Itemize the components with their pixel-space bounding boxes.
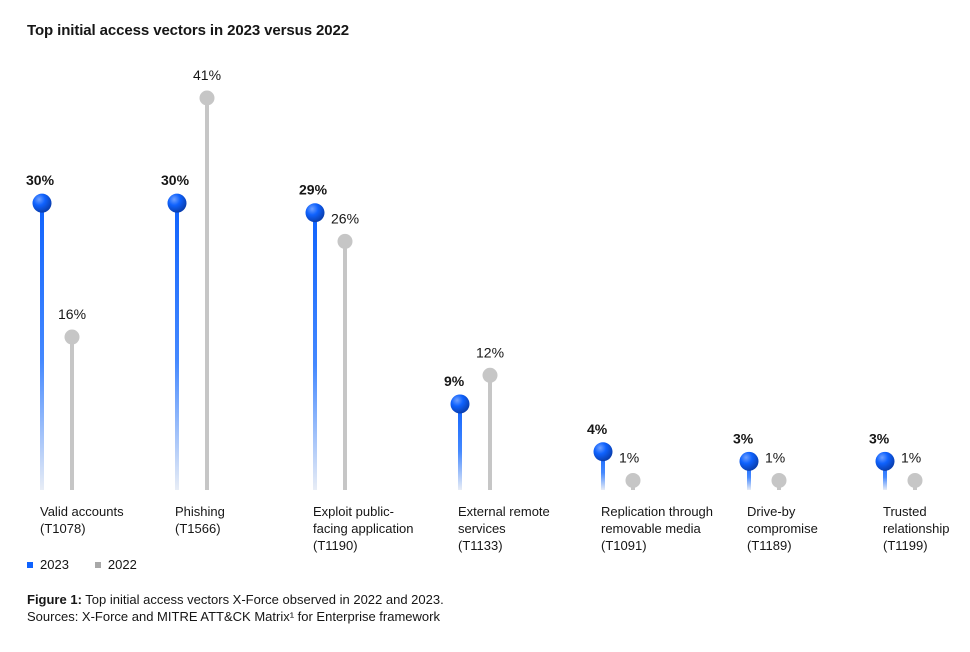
dot-2023 [32, 193, 52, 213]
dot-2022 [907, 472, 923, 488]
stem-2023 [313, 212, 317, 491]
category-label: Valid accounts (T1078) [40, 504, 124, 536]
stem-2023 [883, 461, 887, 490]
value-label-2023: 29% [299, 182, 328, 198]
category-label: Exploit public- facing application (T119… [313, 504, 414, 553]
value-label-2023: 3% [869, 430, 890, 446]
dot-2022 [337, 233, 353, 249]
caption-line-1: Top initial access vectors X-Force obser… [81, 592, 444, 607]
value-label-2022: 16% [58, 306, 86, 322]
value-label-2022: 1% [901, 449, 921, 465]
dot-2023 [739, 451, 759, 471]
dot-2022 [199, 90, 215, 106]
stem-2022 [205, 98, 209, 490]
legend-item-2022: 2022 [94, 557, 137, 572]
value-label-2022: 26% [331, 210, 359, 226]
legend: 2023 2022 [27, 557, 137, 572]
figure-caption: Figure 1: Top initial access vectors X-F… [27, 591, 444, 625]
stem-2022 [488, 375, 492, 490]
category-label: Drive-by compromise (T1189) [747, 504, 818, 553]
legend-swatch-2023 [27, 561, 33, 568]
dot-2022 [625, 472, 641, 488]
value-label-2022: 1% [765, 449, 785, 465]
dot-2023 [593, 442, 613, 462]
dot-2023 [305, 203, 325, 223]
stem-2023 [40, 203, 44, 491]
chart-title: Top initial access vectors in 2023 versu… [27, 22, 349, 39]
category-label: Replication through removable media (T10… [601, 504, 714, 553]
value-label-2023: 9% [444, 373, 465, 389]
category-label: External remote services (T1133) [458, 504, 550, 553]
dot-2022 [771, 472, 787, 488]
stem-2023 [601, 451, 605, 490]
stem-2023 [175, 203, 179, 491]
dot-2023 [167, 193, 187, 213]
value-label-2022: 1% [619, 449, 639, 465]
stem-2023 [747, 461, 751, 490]
dot-2023 [450, 394, 470, 414]
legend-item-2023: 2023 [27, 557, 69, 572]
caption-figure-label: Figure 1: [27, 592, 82, 607]
caption-line-2: Sources: X-Force and MITRE ATT&CK Matrix… [27, 609, 440, 624]
value-label-2023: 30% [26, 172, 55, 188]
value-label-2023: 4% [587, 421, 608, 437]
value-label-2022: 12% [476, 344, 504, 360]
legend-label-2022: 2022 [107, 557, 137, 572]
category-label: Trusted relationship (T1199) [883, 504, 950, 553]
legend-label-2023: 2023 [40, 557, 69, 572]
dot-2023 [875, 451, 895, 471]
value-label-2023: 30% [161, 172, 190, 188]
dot-2022 [482, 367, 498, 383]
stem-2022 [343, 241, 347, 490]
value-label-2022: 41% [193, 67, 221, 83]
dot-2022 [64, 329, 80, 345]
legend-swatch-2022 [94, 561, 101, 568]
stem-2023 [458, 403, 462, 490]
category-label: Phishing (T1566) [175, 504, 225, 536]
value-label-2023: 3% [733, 430, 754, 446]
stem-2022 [70, 337, 74, 490]
